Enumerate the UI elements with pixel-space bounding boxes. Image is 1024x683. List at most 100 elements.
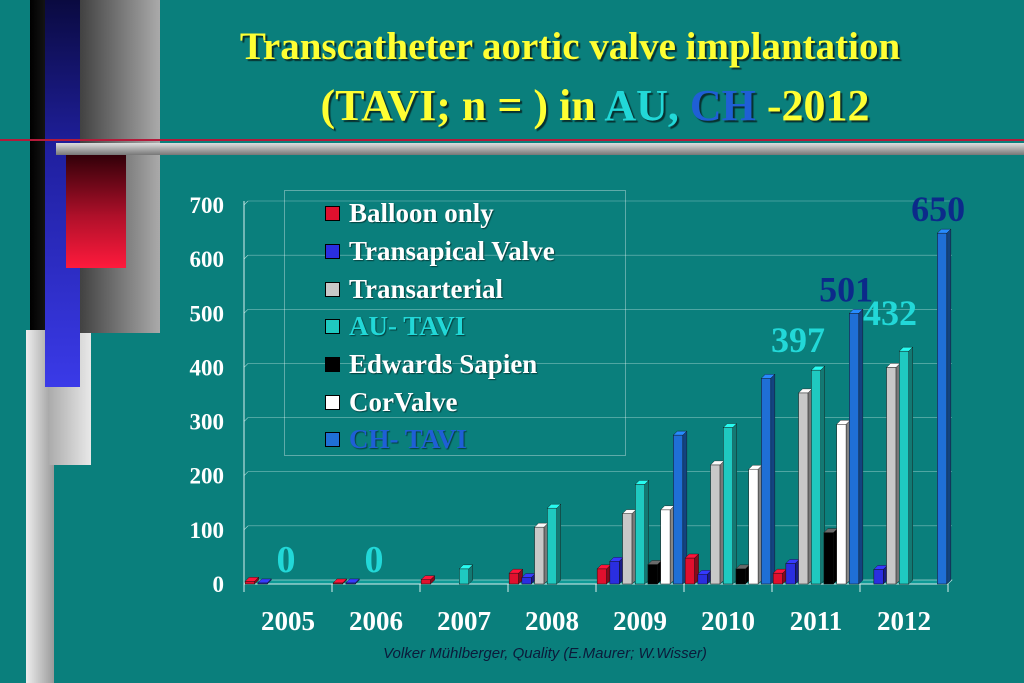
- bar: [760, 373, 776, 585]
- bar-side: [732, 423, 737, 585]
- bar: [873, 564, 888, 585]
- bar: [596, 564, 612, 585]
- bar-front: [873, 569, 884, 585]
- bar: [684, 553, 700, 585]
- bar: [898, 346, 914, 585]
- x-tick-label: 2008: [525, 606, 579, 636]
- legend-label: CorValve: [349, 386, 458, 417]
- data-annotation: 397: [771, 320, 825, 360]
- bar-top: [345, 578, 360, 584]
- bar-front: [635, 484, 645, 585]
- bar-front: [647, 564, 658, 585]
- bar-side: [770, 373, 776, 585]
- y-tick-label: 200: [190, 464, 225, 489]
- legend-item: Transapical Valve: [285, 233, 625, 271]
- title-ch: CH: [689, 81, 756, 130]
- legend-item: Balloon only: [285, 195, 625, 233]
- bar: [798, 388, 813, 585]
- bar: [420, 575, 436, 585]
- bar-front: [660, 509, 671, 585]
- bar: [660, 505, 675, 585]
- bar: [823, 528, 838, 585]
- gridline-tick: [243, 363, 249, 368]
- bar: [710, 460, 725, 585]
- bar: [748, 464, 763, 585]
- bar-top: [760, 374, 776, 379]
- legend-swatch: [325, 244, 340, 260]
- bar-front: [849, 313, 860, 585]
- bar: [836, 419, 851, 585]
- x-tick-label: 2006: [349, 606, 403, 636]
- slide-footer: Volker Mühlberger, Quality (E.Maurer; W.…: [383, 645, 707, 662]
- bar: [534, 522, 549, 585]
- bar-front: [723, 427, 733, 585]
- legend-item: Edwards Sapien: [285, 346, 625, 384]
- gridline-tick: [243, 417, 249, 422]
- bar: [508, 568, 524, 585]
- bar-front: [547, 507, 557, 585]
- x-tick-label: 2007: [437, 606, 491, 636]
- bar-front: [622, 513, 633, 585]
- bar-top: [458, 564, 474, 570]
- decor-divider-line: [56, 143, 1024, 155]
- title-comma: ,: [667, 81, 690, 130]
- legend-item: CH- TAVI: [285, 421, 625, 459]
- gridline-tick: [243, 525, 249, 531]
- slide-title-line2: (TAVI; n = ) in AU, CH -2012: [175, 80, 1015, 131]
- bar-top: [546, 504, 562, 509]
- data-annotation: 501: [819, 269, 873, 309]
- bar-front: [772, 572, 783, 585]
- legend-item: AU- TAVI: [285, 308, 625, 346]
- bar-top: [898, 346, 914, 352]
- legend-swatch: [325, 394, 340, 410]
- gridline-tick: [243, 254, 249, 260]
- bar-top: [810, 365, 826, 371]
- bar-top: [257, 578, 272, 584]
- bar-front: [710, 464, 721, 585]
- bar-side: [858, 308, 864, 585]
- bar: [810, 365, 826, 585]
- bar: [345, 578, 360, 585]
- y-tick-label: 300: [190, 410, 225, 435]
- bar: [546, 503, 562, 585]
- bar-front: [459, 568, 469, 585]
- legend-swatch: [325, 319, 340, 335]
- y-tick-label: 400: [190, 355, 225, 380]
- legend-swatch: [325, 206, 340, 222]
- title-prefix: (TAVI; n = ) in: [320, 81, 605, 130]
- bar: [697, 569, 712, 585]
- data-annotation: 0: [365, 539, 384, 581]
- bar-front: [508, 572, 519, 585]
- data-annotation: 432: [863, 293, 917, 333]
- bar-top: [508, 568, 524, 574]
- bar-front: [609, 561, 620, 585]
- bar-top: [848, 309, 864, 314]
- y-tick-label: 500: [190, 301, 225, 326]
- bar-front: [811, 369, 821, 585]
- bar-side: [556, 503, 561, 585]
- bar-front: [596, 568, 607, 585]
- bar-front: [836, 424, 847, 585]
- bar-front: [937, 232, 948, 585]
- bar: [785, 558, 800, 585]
- y-tick-label: 700: [190, 193, 225, 218]
- decor-red-line: [0, 139, 1024, 141]
- bar-front: [761, 378, 772, 585]
- legend-label: Transarterial: [349, 273, 503, 304]
- legend-swatch: [325, 357, 340, 373]
- x-tick-label: 2010: [701, 606, 755, 636]
- decor-red-block: [66, 154, 126, 268]
- x-tick-label: 2005: [261, 606, 315, 636]
- bar-front: [748, 468, 759, 585]
- bar-front: [673, 434, 684, 585]
- bar: [609, 556, 624, 585]
- bar: [458, 564, 474, 585]
- bar-top: [420, 575, 436, 580]
- y-tick-label: 600: [190, 247, 225, 272]
- legend-swatch: [325, 281, 340, 297]
- bar: [936, 228, 952, 585]
- bar-front: [684, 557, 695, 585]
- legend-item: Transarterial: [285, 270, 625, 308]
- bar: [735, 564, 750, 585]
- bar: [622, 509, 637, 585]
